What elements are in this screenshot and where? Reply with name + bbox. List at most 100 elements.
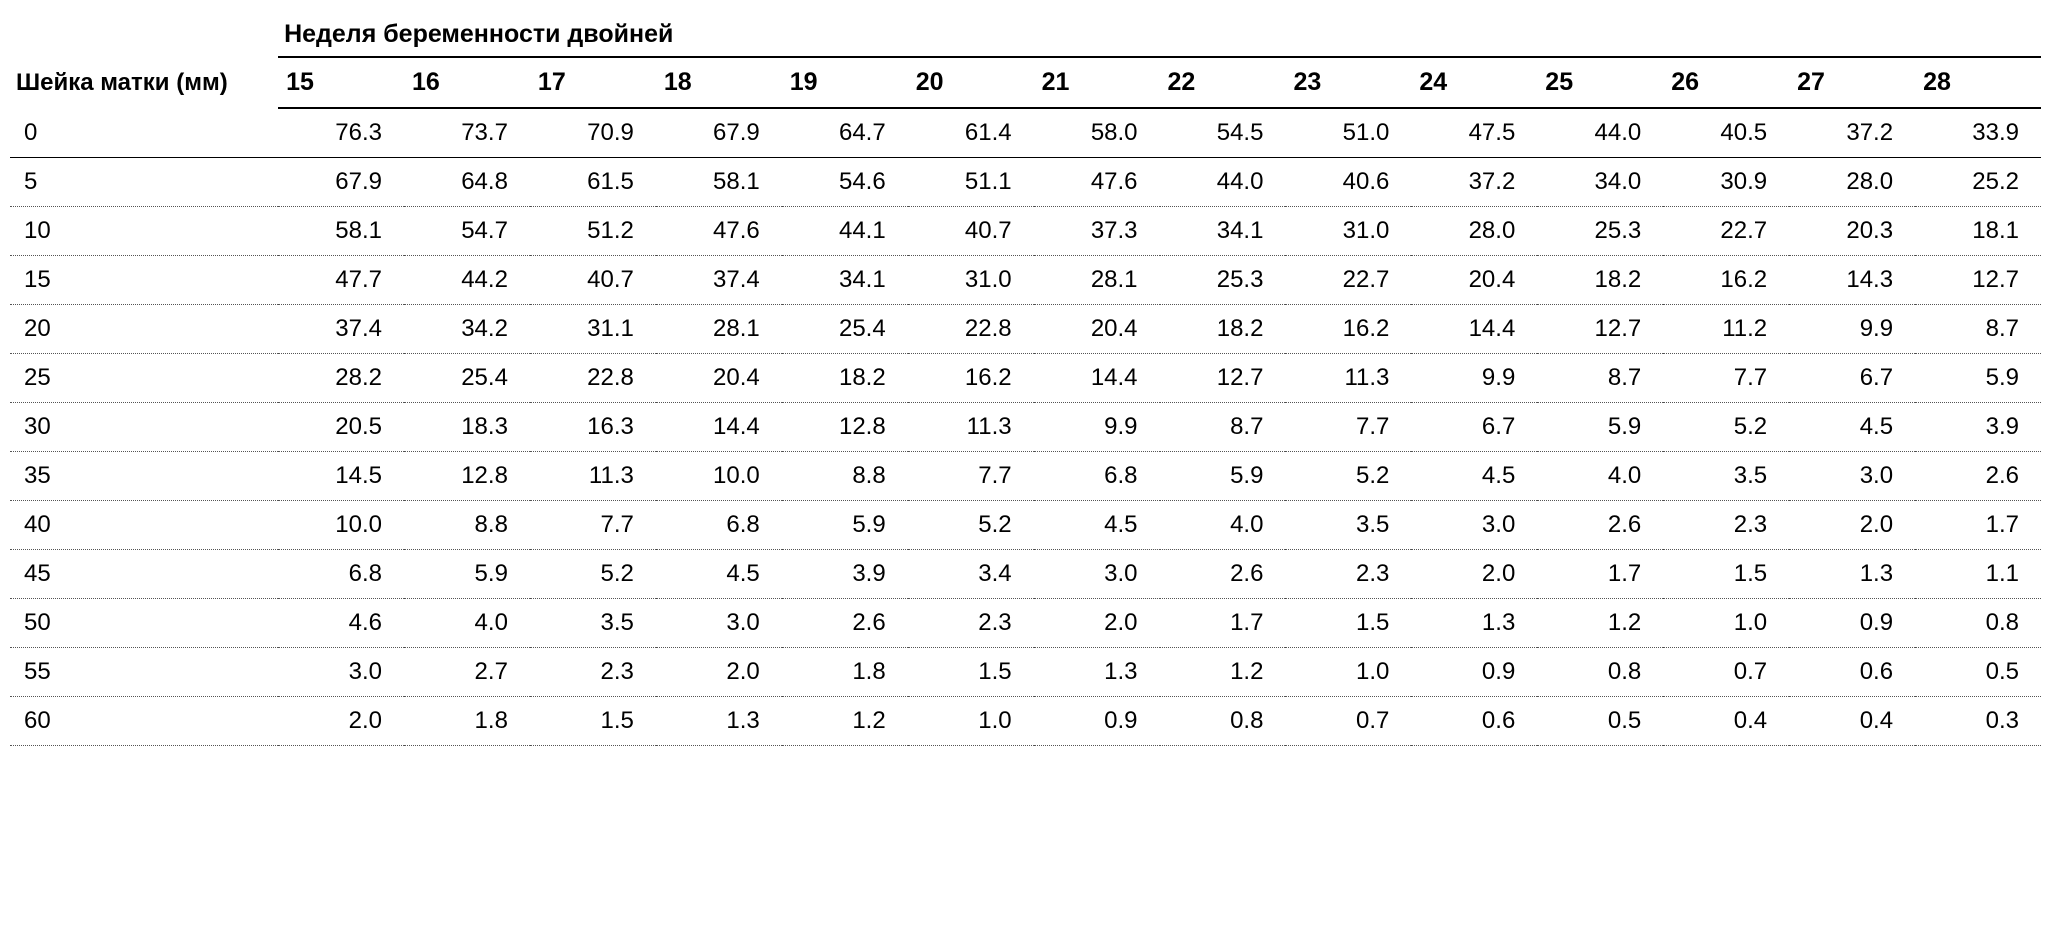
data-cell: 54.5: [1160, 108, 1286, 158]
data-cell: 22.8: [530, 354, 656, 403]
data-cell: 18.2: [1537, 256, 1663, 305]
data-cell: 58.0: [1034, 108, 1160, 158]
data-cell: 2.6: [1537, 501, 1663, 550]
data-cell: 8.8: [782, 452, 908, 501]
data-cell: 20.3: [1789, 207, 1915, 256]
data-cell: 14.3: [1789, 256, 1915, 305]
data-cell: 5.9: [1915, 354, 2041, 403]
data-cell: 3.9: [1915, 403, 2041, 452]
data-cell: 7.7: [908, 452, 1034, 501]
data-cell: 1.5: [1663, 550, 1789, 599]
week-column-header: 28: [1915, 57, 2041, 108]
data-cell: 8.8: [404, 501, 530, 550]
data-cell: 5.2: [530, 550, 656, 599]
data-cell: 40.7: [530, 256, 656, 305]
data-cell: 7.7: [530, 501, 656, 550]
data-cell: 3.0: [278, 648, 404, 697]
data-cell: 4.6: [278, 599, 404, 648]
data-cell: 34.1: [782, 256, 908, 305]
data-cell: 11.3: [1285, 354, 1411, 403]
data-cell: 6.7: [1789, 354, 1915, 403]
row-label: 25: [10, 354, 278, 403]
data-cell: 73.7: [404, 108, 530, 158]
data-cell: 51.0: [1285, 108, 1411, 158]
data-cell: 25.3: [1537, 207, 1663, 256]
data-cell: 14.4: [1411, 305, 1537, 354]
week-column-header: 23: [1285, 57, 1411, 108]
row-label: 60: [10, 697, 278, 746]
table-row: 504.64.03.53.02.62.32.01.71.51.31.21.00.…: [10, 599, 2041, 648]
data-cell: 28.0: [1411, 207, 1537, 256]
data-cell: 1.2: [1160, 648, 1286, 697]
table-row: 2528.225.422.820.418.216.214.412.711.39.…: [10, 354, 2041, 403]
data-cell: 44.0: [1160, 158, 1286, 207]
data-cell: 12.7: [1160, 354, 1286, 403]
data-cell: 1.5: [908, 648, 1034, 697]
data-cell: 9.9: [1034, 403, 1160, 452]
week-column-header: 19: [782, 57, 908, 108]
data-cell: 30.9: [1663, 158, 1789, 207]
data-cell: 44.0: [1537, 108, 1663, 158]
data-cell: 25.4: [782, 305, 908, 354]
data-cell: 4.0: [1160, 501, 1286, 550]
data-cell: 2.0: [1789, 501, 1915, 550]
data-cell: 31.0: [1285, 207, 1411, 256]
data-cell: 8.7: [1160, 403, 1286, 452]
data-cell: 11.2: [1663, 305, 1789, 354]
data-cell: 1.5: [530, 697, 656, 746]
data-cell: 14.4: [1034, 354, 1160, 403]
data-cell: 0.4: [1789, 697, 1915, 746]
data-cell: 0.9: [1789, 599, 1915, 648]
row-label: 15: [10, 256, 278, 305]
data-cell: 61.5: [530, 158, 656, 207]
data-cell: 6.8: [278, 550, 404, 599]
data-cell: 4.5: [656, 550, 782, 599]
data-cell: 37.4: [656, 256, 782, 305]
table-header: Шейка матки (мм) Неделя беременности дво…: [10, 10, 2041, 108]
data-cell: 54.7: [404, 207, 530, 256]
table-row: 3020.518.316.314.412.811.39.98.77.76.75.…: [10, 403, 2041, 452]
data-cell: 18.2: [1160, 305, 1286, 354]
data-cell: 47.6: [656, 207, 782, 256]
row-label: 55: [10, 648, 278, 697]
week-column-header: 22: [1160, 57, 1286, 108]
data-cell: 1.2: [782, 697, 908, 746]
week-column-header: 15: [278, 57, 404, 108]
data-cell: 58.1: [278, 207, 404, 256]
data-cell: 6.8: [1034, 452, 1160, 501]
week-column-header: 17: [530, 57, 656, 108]
data-cell: 3.0: [1411, 501, 1537, 550]
data-cell: 5.9: [1160, 452, 1286, 501]
data-cell: 0.7: [1663, 648, 1789, 697]
week-column-header: 26: [1663, 57, 1789, 108]
data-cell: 0.8: [1160, 697, 1286, 746]
row-label: 45: [10, 550, 278, 599]
row-label: 20: [10, 305, 278, 354]
week-column-header: 18: [656, 57, 782, 108]
data-cell: 9.9: [1789, 305, 1915, 354]
data-cell: 5.2: [908, 501, 1034, 550]
row-label: 0: [10, 108, 278, 158]
data-cell: 0.5: [1537, 697, 1663, 746]
table-row: 602.01.81.51.31.21.00.90.80.70.60.50.40.…: [10, 697, 2041, 746]
data-cell: 8.7: [1537, 354, 1663, 403]
table-body: 076.373.770.967.964.761.458.054.551.047.…: [10, 108, 2041, 746]
row-label: 10: [10, 207, 278, 256]
data-cell: 51.1: [908, 158, 1034, 207]
data-cell: 1.3: [1789, 550, 1915, 599]
table-row: 456.85.95.24.53.93.43.02.62.32.01.71.51.…: [10, 550, 2041, 599]
row-label: 5: [10, 158, 278, 207]
data-cell: 12.7: [1537, 305, 1663, 354]
data-cell: 3.9: [782, 550, 908, 599]
data-cell: 11.3: [908, 403, 1034, 452]
data-cell: 3.5: [530, 599, 656, 648]
table-row: 4010.08.87.76.85.95.24.54.03.53.02.62.32…: [10, 501, 2041, 550]
data-cell: 4.5: [1411, 452, 1537, 501]
data-cell: 3.0: [656, 599, 782, 648]
data-cell: 4.5: [1034, 501, 1160, 550]
data-cell: 18.2: [782, 354, 908, 403]
data-cell: 70.9: [530, 108, 656, 158]
data-cell: 7.7: [1663, 354, 1789, 403]
data-cell: 14.4: [656, 403, 782, 452]
data-cell: 2.3: [1663, 501, 1789, 550]
